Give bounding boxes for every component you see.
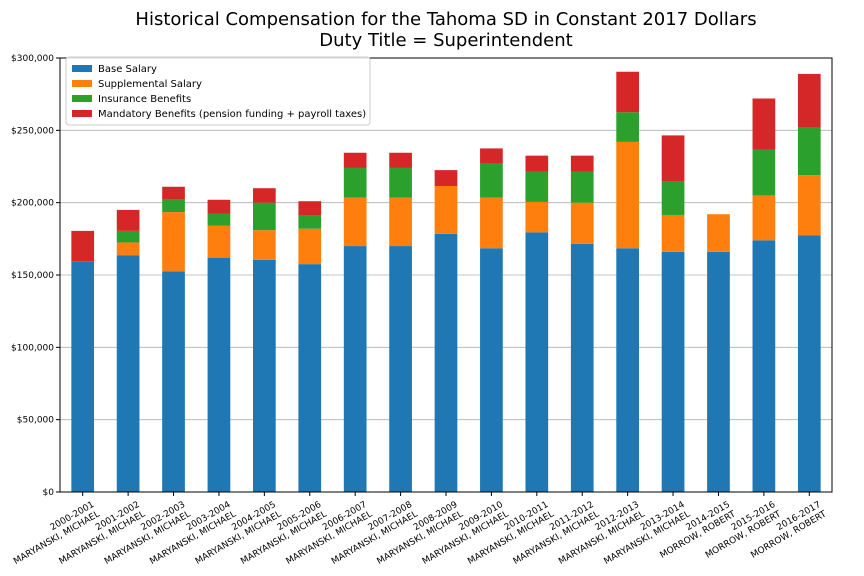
legend: Base Salary Supplemental Salary Insurance … — [65, 56, 371, 126]
bar-segment-base — [752, 240, 776, 492]
bar-segment-mandatory — [71, 230, 95, 262]
bar-segment-base — [343, 246, 367, 492]
bar-segment-mandatory — [616, 71, 639, 113]
bar-segment-mandatory — [298, 201, 322, 216]
bar-segment-insurance — [207, 213, 231, 226]
bar-segment-supplemental — [525, 201, 549, 233]
bar-segment-insurance — [253, 202, 276, 231]
bar-segment-supplemental — [616, 141, 639, 249]
bar-segment-base — [525, 232, 549, 492]
bar-segment-insurance — [570, 171, 594, 203]
bar-segment-supplemental — [162, 212, 185, 272]
chart-subtitle: Duty Title = Superintendent — [319, 30, 572, 51]
bar-segment-base — [480, 248, 503, 492]
bar-segment-mandatory — [752, 98, 776, 150]
bar-segment-base — [71, 261, 95, 492]
bar-segment-mandatory — [389, 152, 412, 168]
bar-segment-supplemental — [434, 186, 458, 234]
bar-segment-insurance — [752, 149, 776, 196]
bar-segment-base — [162, 271, 185, 492]
legend-swatch — [72, 95, 92, 102]
bar-segment-mandatory — [570, 155, 594, 172]
bar-segment-base — [797, 235, 821, 492]
y-tick-label: $100,000 — [11, 343, 54, 353]
bar-segment-insurance — [116, 230, 140, 243]
legend-swatch — [72, 110, 92, 117]
bar-segment-mandatory — [162, 186, 185, 200]
y-tick-label: $200,000 — [11, 199, 54, 209]
bar-segment-base — [661, 251, 685, 492]
bar-segment-insurance — [661, 181, 685, 215]
bar-segment-insurance — [343, 167, 367, 198]
legend-label: Insurance Benefits — [98, 94, 191, 105]
bar-segment-supplemental — [116, 242, 140, 256]
legend-swatch — [72, 65, 92, 72]
bar-segment-base — [389, 246, 412, 492]
y-axis: $0 $50,000 $100,000 $150,000 $200,000 $250,00… — [11, 54, 60, 498]
bar-segment-supplemental — [752, 195, 776, 241]
bar-segment-supplemental — [207, 225, 231, 258]
bar-segment-mandatory — [525, 155, 549, 172]
bar-segment-base — [434, 233, 458, 492]
bar-segment-base — [253, 259, 276, 492]
legend-box — [65, 56, 371, 126]
bar-segment-insurance — [797, 127, 821, 176]
bar-segment-base — [207, 257, 231, 492]
bar-segment-mandatory — [434, 170, 458, 187]
bar-segment-insurance — [162, 199, 185, 213]
bar-segment-insurance — [525, 171, 549, 202]
bar-segment-insurance — [298, 215, 322, 229]
legend-swatch — [72, 80, 92, 87]
legend-label: Base Salary — [98, 64, 157, 75]
legend-label: Supplemental Salary — [98, 79, 202, 90]
bar-segment-base — [707, 251, 730, 492]
x-axis: 2000-2001MARYANSKI, MICHAEL2001-2002MARY… — [7, 492, 829, 567]
bar-segment-supplemental — [661, 214, 685, 252]
bar-segment-mandatory — [797, 73, 821, 128]
bar-segment-mandatory — [116, 209, 140, 231]
bar-segment-supplemental — [707, 214, 730, 252]
bar-segment-mandatory — [207, 199, 231, 214]
bar-segment-supplemental — [343, 197, 367, 247]
bar-segment-base — [116, 255, 140, 492]
bar-segment-supplemental — [797, 175, 821, 236]
bar-segment-insurance — [616, 112, 639, 142]
bar-segment-base — [616, 248, 639, 492]
y-tick-label: $0 — [43, 488, 55, 498]
bar-segment-supplemental — [389, 197, 412, 247]
bar-segment-mandatory — [253, 188, 276, 203]
bar-segment-supplemental — [298, 228, 322, 265]
bar-segment-supplemental — [570, 202, 594, 244]
bar-segment-insurance — [480, 163, 503, 198]
x-tick-label: 2000-2001MARYANSKI, MICHAEL — [7, 500, 102, 567]
chart-title: Historical Compensation for the Tahoma S… — [135, 9, 756, 30]
bar-segment-supplemental — [253, 230, 276, 260]
y-tick-label: $150,000 — [11, 271, 54, 281]
bar-segment-mandatory — [343, 152, 367, 168]
bar-segment-supplemental — [480, 197, 503, 249]
legend-label: Mandatory Benefits (pension funding + pa… — [98, 109, 366, 120]
bar-segment-insurance — [389, 167, 412, 198]
bar-segment-mandatory — [480, 148, 503, 164]
bar-segment-mandatory — [661, 135, 685, 182]
bar-segment-base — [570, 243, 594, 492]
bars — [71, 71, 821, 492]
y-tick-label: $250,000 — [11, 126, 54, 136]
bar-segment-base — [298, 264, 322, 492]
y-tick-label: $50,000 — [17, 416, 54, 426]
y-tick-label: $300,000 — [11, 54, 54, 64]
